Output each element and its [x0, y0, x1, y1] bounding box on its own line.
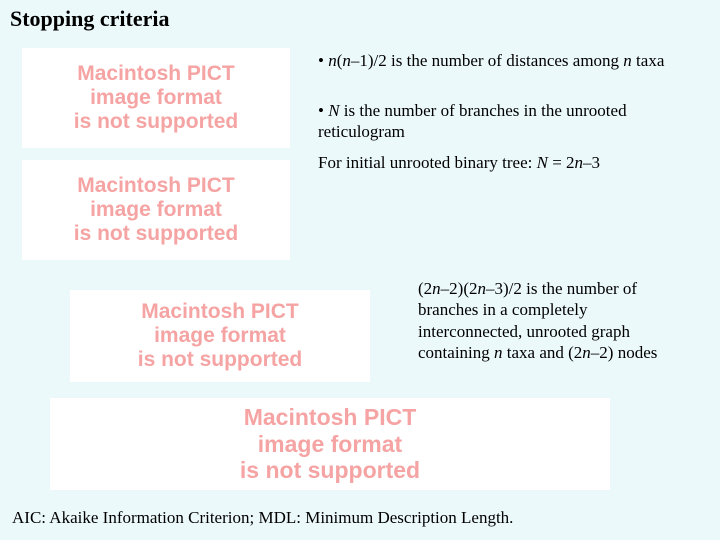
bullet-branches: • N is the number of branches in the unr…: [318, 100, 688, 143]
pict-placeholder-2: Macintosh PICT image format is not suppo…: [22, 160, 290, 260]
text: For initial unrooted binary tree:: [318, 153, 537, 172]
var-n: n: [494, 343, 503, 362]
text: •: [318, 101, 328, 120]
pict-line: Macintosh PICT: [77, 62, 235, 86]
pict-line: Macintosh PICT: [244, 404, 417, 430]
text: –2)(2: [441, 279, 478, 298]
page-title: Stopping criteria: [10, 6, 170, 32]
text: = 2: [548, 153, 575, 172]
text: taxa and (2: [503, 343, 583, 362]
var-N: N: [537, 153, 548, 172]
text: (2: [418, 279, 432, 298]
pict-line: is not supported: [240, 457, 420, 483]
pict-placeholder-3: Macintosh PICT image format is not suppo…: [70, 290, 370, 382]
text: •: [318, 51, 328, 70]
pict-line: image format: [90, 86, 222, 110]
var-n: n: [328, 51, 337, 70]
var-N: N: [328, 101, 339, 120]
footer-text: AIC: Akaike Information Criterion; MDL: …: [12, 508, 513, 528]
pict-line: is not supported: [74, 222, 239, 246]
pict-placeholder-1: Macintosh PICT image format is not suppo…: [22, 48, 290, 148]
initial-tree-text: For initial unrooted binary tree: N = 2n…: [318, 152, 708, 173]
pict-line: Macintosh PICT: [141, 300, 299, 324]
var-n: n: [623, 51, 632, 70]
pict-line: is not supported: [74, 110, 239, 134]
var-n: n: [342, 51, 351, 70]
text: taxa: [632, 51, 665, 70]
pict-line: image format: [154, 324, 286, 348]
text: is the number of branches in the unroote…: [318, 101, 627, 141]
pict-line: Macintosh PICT: [77, 174, 235, 198]
text: –3: [583, 153, 600, 172]
var-n: n: [432, 279, 441, 298]
var-n: n: [582, 343, 591, 362]
pict-line: image format: [90, 198, 222, 222]
var-n: n: [575, 153, 584, 172]
pict-placeholder-4: Macintosh PICT image format is not suppo…: [50, 398, 610, 490]
var-n: n: [478, 279, 487, 298]
text: –2) nodes: [591, 343, 658, 362]
pict-line: image format: [258, 431, 402, 457]
bullet-distances: • n(n–1)/2 is the number of distances am…: [318, 50, 688, 71]
pict-line: is not supported: [138, 348, 303, 372]
interconnected-graph-text: (2n–2)(2n–3)/2 is the number of branches…: [418, 278, 658, 363]
text: –1)/2 is the number of distances among: [351, 51, 623, 70]
